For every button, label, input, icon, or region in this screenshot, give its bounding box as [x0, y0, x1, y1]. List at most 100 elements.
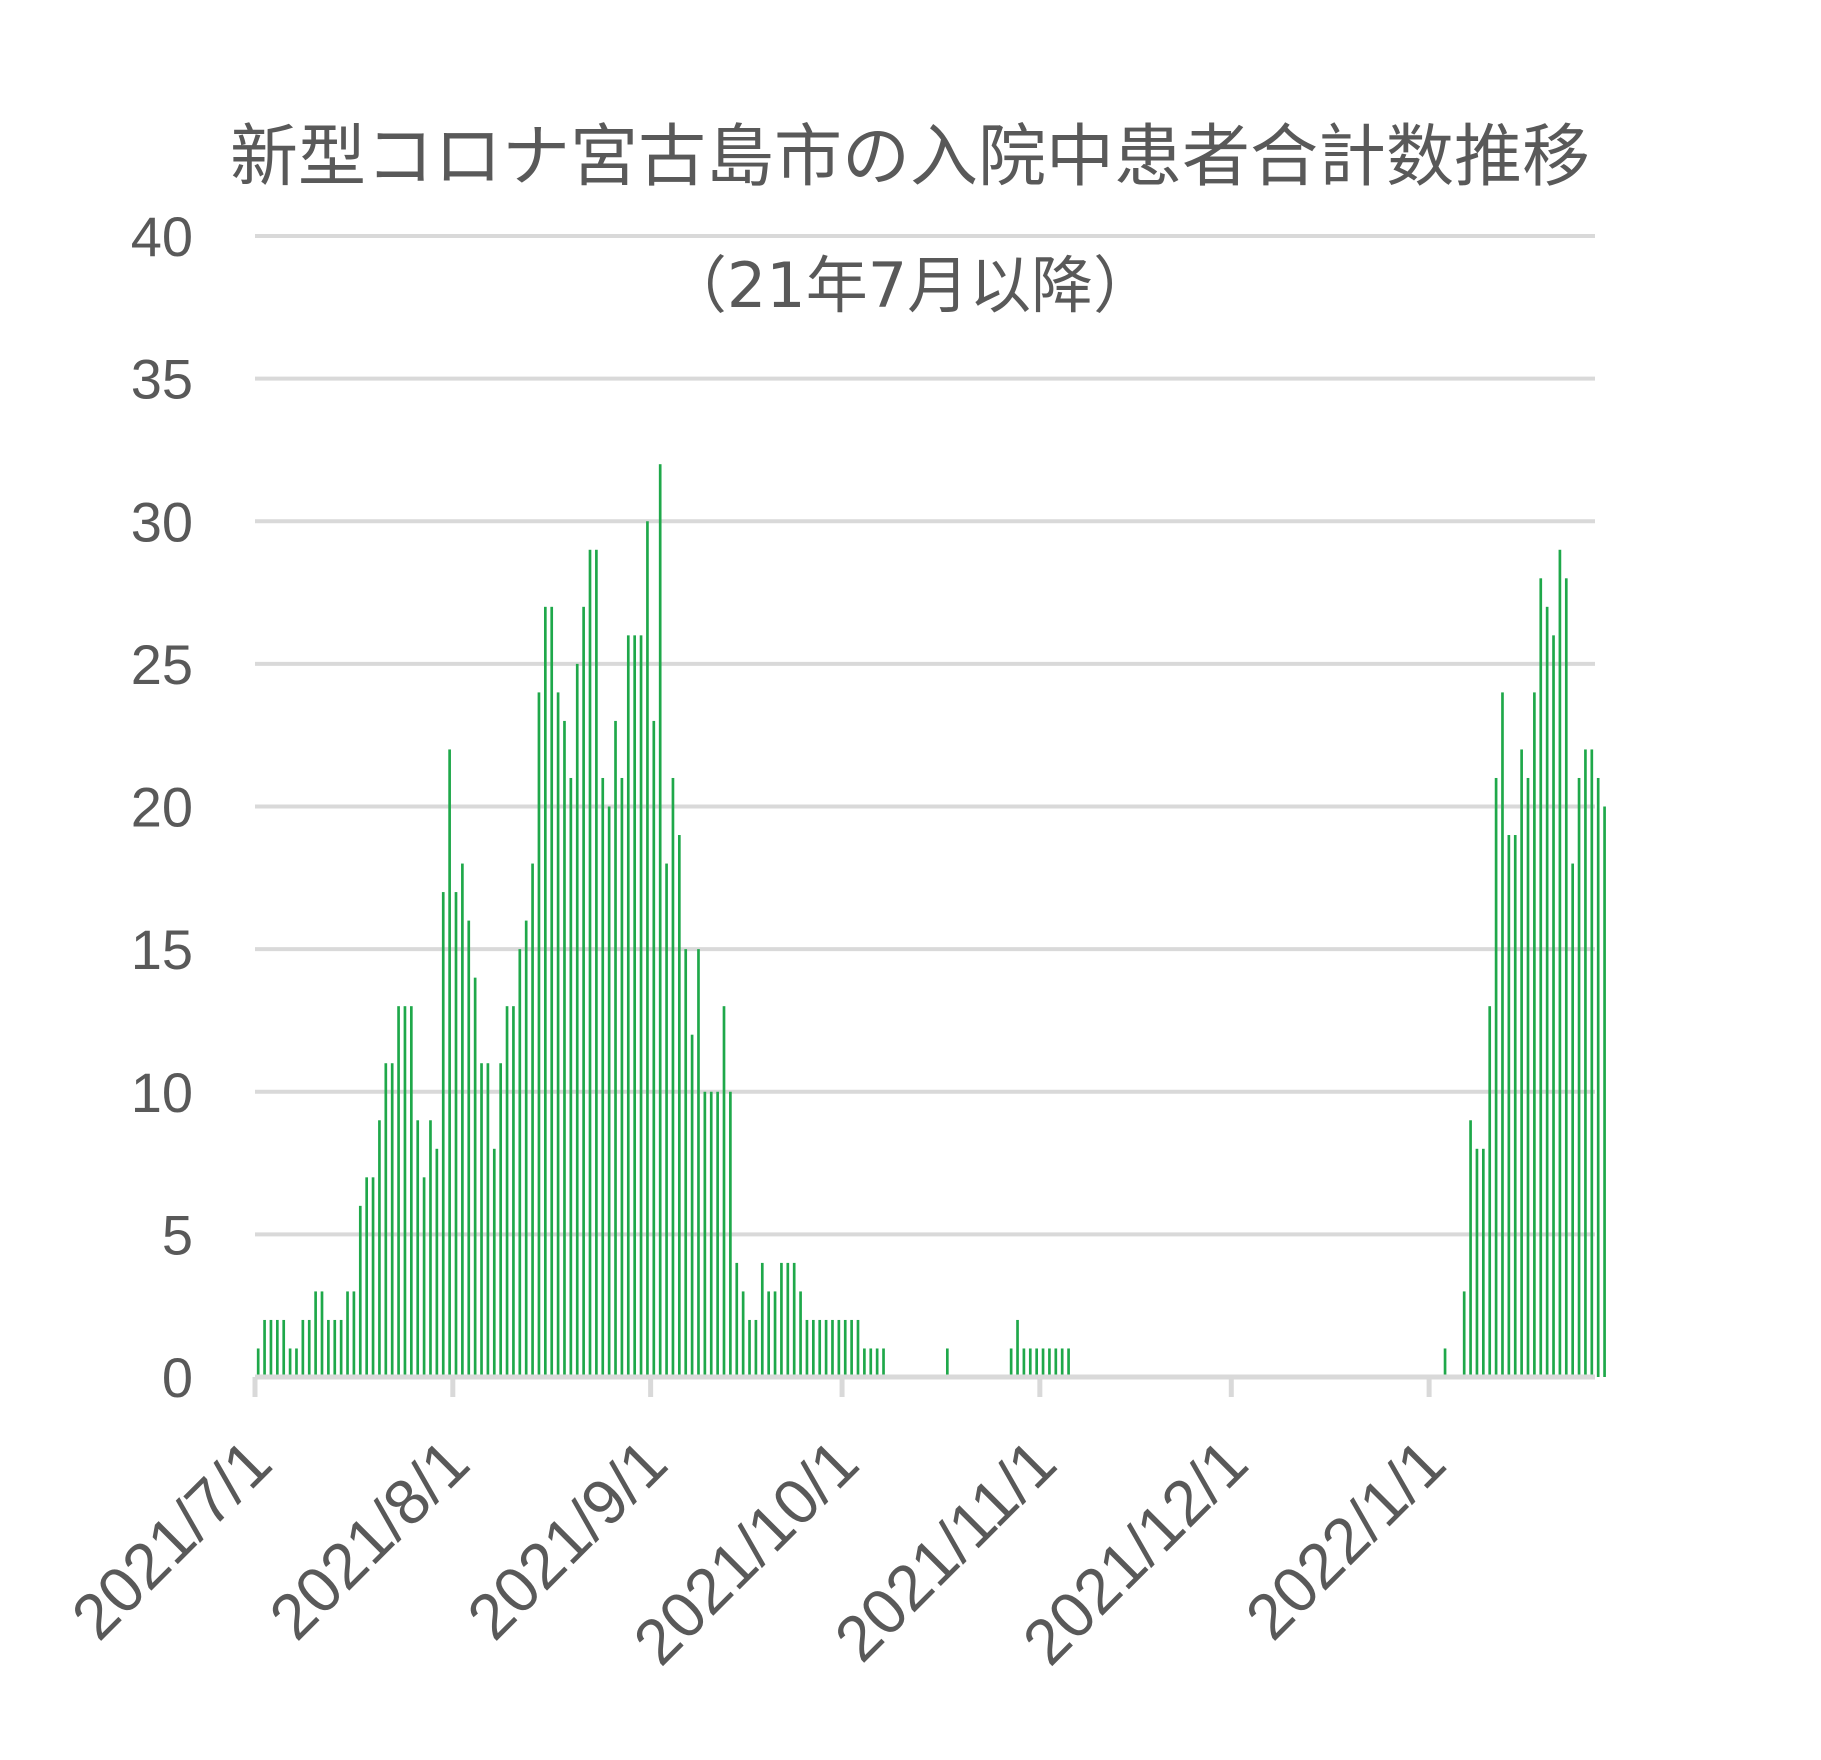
bar: [697, 949, 700, 1377]
bar: [716, 1091, 719, 1377]
bar: [480, 1063, 483, 1377]
bar: [543, 606, 547, 1377]
bar: [429, 1120, 432, 1377]
bar: [767, 1291, 771, 1377]
bar: [499, 1063, 503, 1377]
bar: [869, 1348, 873, 1377]
bar: [824, 1319, 828, 1377]
y-axis-ticks: 0 5 10 15 20 25 30 35 40: [131, 205, 193, 1409]
bar: [595, 549, 598, 1377]
y-tick-label: 20: [131, 776, 193, 839]
bar: [818, 1319, 822, 1377]
bar: [1009, 1348, 1013, 1377]
bar: [371, 1177, 375, 1377]
bar: [473, 977, 477, 1377]
bar: [397, 1006, 400, 1377]
bar: [773, 1291, 777, 1377]
bar: [409, 1006, 413, 1377]
bar: [550, 606, 554, 1377]
bar: [671, 777, 675, 1377]
bar: [754, 1319, 758, 1377]
bar: [288, 1348, 292, 1377]
bar: [269, 1319, 273, 1377]
chart-subtitle: （21年7月以降）: [665, 249, 1155, 322]
bar: [339, 1319, 343, 1377]
bar: [614, 720, 617, 1377]
bar: [531, 863, 534, 1377]
bar: [703, 1091, 707, 1377]
bar: [633, 635, 637, 1377]
bar: [461, 863, 464, 1377]
bar: [1054, 1348, 1058, 1377]
bar: [1533, 692, 1536, 1377]
bar: [295, 1348, 298, 1377]
y-tick-label: 40: [131, 205, 193, 268]
bar: [741, 1291, 745, 1377]
bar: [403, 1006, 407, 1377]
bar: [1481, 1148, 1485, 1377]
bar: [524, 920, 528, 1377]
x-tick-label: 2021/7/1: [58, 1426, 285, 1653]
bar: [563, 720, 566, 1377]
bar: [327, 1319, 330, 1377]
y-tick-label: 0: [162, 1346, 193, 1409]
bar: [639, 635, 643, 1377]
bar: [435, 1148, 439, 1377]
bar: [882, 1348, 885, 1377]
bar: [722, 1006, 726, 1377]
bar: [333, 1319, 337, 1377]
bar: [1596, 777, 1600, 1377]
bar: [314, 1291, 317, 1377]
bar: [448, 749, 451, 1377]
bar: [837, 1319, 841, 1377]
x-tick-label: 2022/1/1: [1232, 1426, 1459, 1653]
gridlines: [255, 234, 1595, 1237]
chart-title: 新型コロナ宮古島市の入院中患者合計数推移: [230, 118, 1590, 197]
bar: [748, 1319, 751, 1377]
y-tick-label: 5: [162, 1203, 193, 1266]
bar: [582, 606, 585, 1377]
bar: [646, 521, 649, 1377]
bar: [346, 1291, 349, 1377]
bar: [1526, 777, 1530, 1377]
bar: [805, 1319, 809, 1377]
bar: [811, 1319, 815, 1377]
bar: [1590, 749, 1594, 1377]
bar: [709, 1091, 713, 1377]
bar: [799, 1291, 802, 1377]
bar: [256, 1348, 260, 1377]
bar: [1564, 578, 1568, 1377]
bar: [282, 1319, 286, 1377]
bar: [626, 635, 630, 1377]
bar: [307, 1319, 311, 1377]
bar: [486, 1063, 490, 1377]
bar: [1048, 1348, 1051, 1377]
bar: [1488, 1006, 1492, 1377]
bar: [786, 1262, 790, 1377]
bar: [831, 1319, 834, 1377]
bar: [301, 1319, 305, 1377]
bar: [1571, 863, 1575, 1377]
bar: [384, 1063, 388, 1377]
y-tick-label: 35: [131, 348, 193, 411]
bar: [1577, 777, 1581, 1377]
bar: [1603, 806, 1606, 1377]
bar: [352, 1291, 356, 1377]
bar: [875, 1348, 879, 1377]
bar: [1545, 606, 1549, 1377]
bar: [658, 464, 662, 1377]
bar: [518, 949, 522, 1377]
bar: [665, 863, 668, 1377]
bar: [780, 1262, 783, 1377]
bar: [556, 692, 560, 1377]
bar: [537, 692, 541, 1377]
bar: [588, 549, 592, 1377]
bar: [275, 1319, 279, 1377]
bar: [569, 777, 573, 1377]
bar: [422, 1177, 426, 1377]
bar: [607, 806, 611, 1377]
bar: [1552, 635, 1555, 1377]
bar: [1035, 1348, 1039, 1377]
bar: [792, 1262, 796, 1377]
